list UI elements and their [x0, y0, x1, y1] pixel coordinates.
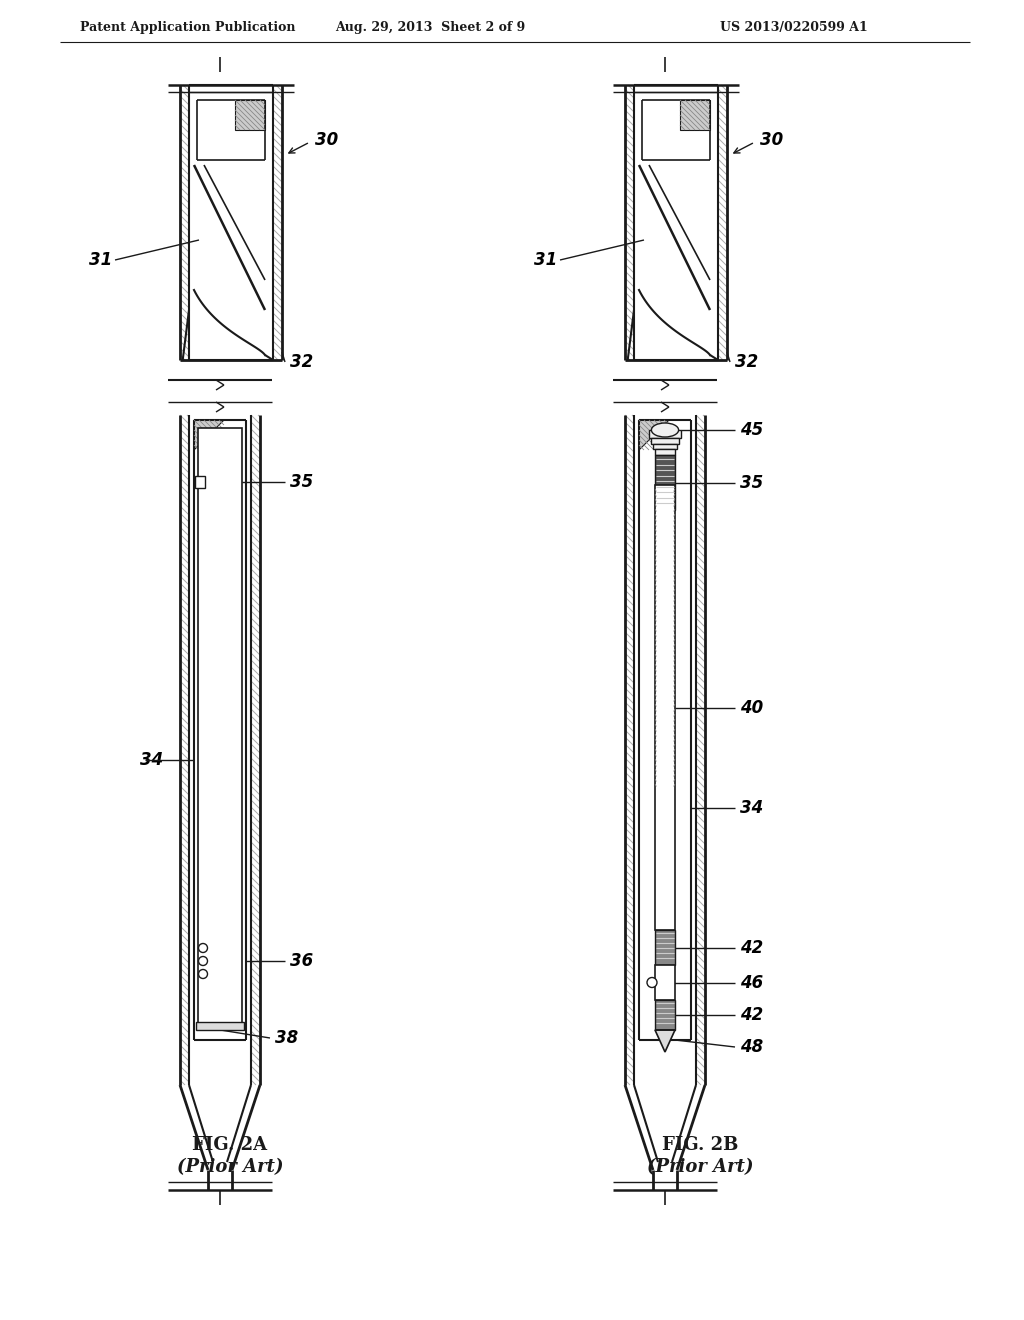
Text: (Prior Art): (Prior Art): [647, 1158, 754, 1176]
Ellipse shape: [651, 422, 679, 437]
Bar: [649, 430, 681, 438]
Circle shape: [199, 969, 208, 978]
Text: Patent Application Publication: Patent Application Publication: [80, 21, 296, 34]
Polygon shape: [194, 420, 224, 450]
Polygon shape: [655, 1030, 675, 1052]
Circle shape: [199, 944, 208, 953]
Bar: [653, 444, 677, 449]
Text: 32: 32: [290, 352, 313, 371]
Bar: [651, 438, 679, 444]
Text: 36: 36: [290, 952, 313, 970]
Text: 35: 35: [290, 473, 313, 491]
Bar: [655, 1001, 675, 1030]
Text: 40: 40: [740, 700, 763, 717]
Text: 48: 48: [740, 1038, 763, 1056]
Text: 30: 30: [760, 131, 783, 149]
Circle shape: [199, 957, 208, 965]
Bar: [655, 965, 675, 1001]
Bar: [655, 931, 675, 965]
Polygon shape: [680, 100, 710, 129]
Text: 31: 31: [89, 251, 112, 269]
Text: FIG. 2B: FIG. 2B: [662, 1137, 738, 1154]
Text: 32: 32: [735, 352, 758, 371]
Text: 30: 30: [315, 131, 338, 149]
Bar: [655, 455, 675, 510]
Text: 34: 34: [140, 751, 163, 770]
Polygon shape: [639, 420, 669, 450]
Text: (Prior Art): (Prior Art): [177, 1158, 284, 1176]
Text: US 2013/0220599 A1: US 2013/0220599 A1: [720, 21, 867, 34]
Text: FIG. 2A: FIG. 2A: [193, 1137, 267, 1154]
Text: 42: 42: [740, 939, 763, 957]
Text: 31: 31: [534, 251, 557, 269]
Text: 42: 42: [740, 1006, 763, 1024]
Circle shape: [647, 978, 657, 987]
Text: 35: 35: [740, 474, 763, 492]
Bar: [655, 449, 675, 455]
Text: 46: 46: [740, 974, 763, 991]
Polygon shape: [234, 100, 265, 129]
Text: Aug. 29, 2013  Sheet 2 of 9: Aug. 29, 2013 Sheet 2 of 9: [335, 21, 525, 34]
Text: 38: 38: [275, 1030, 298, 1047]
Text: 45: 45: [740, 421, 763, 440]
Bar: [195, 477, 205, 488]
Bar: [655, 484, 675, 931]
Bar: [196, 1022, 244, 1030]
Bar: [198, 428, 242, 1028]
Text: 34: 34: [740, 799, 763, 817]
